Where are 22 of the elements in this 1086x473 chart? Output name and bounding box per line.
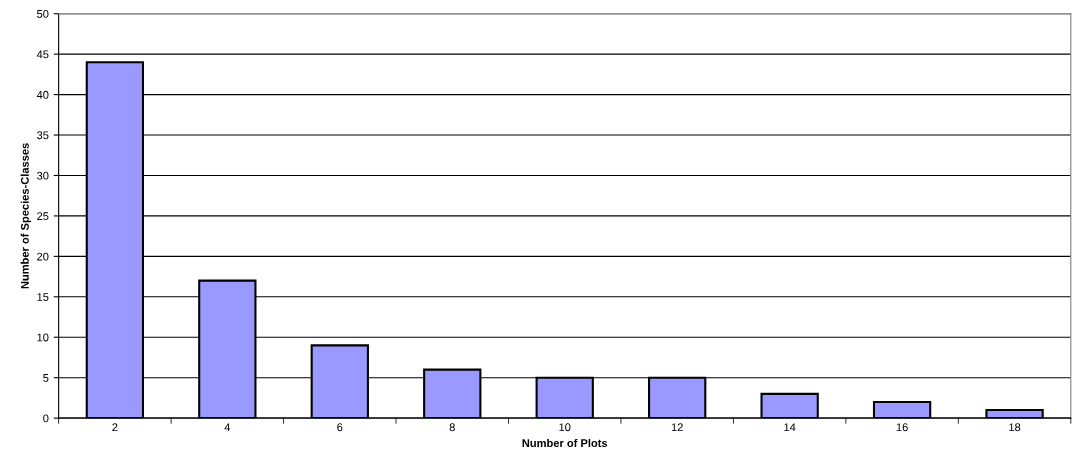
y-axis-title: Number of Species-Classes [20,143,32,289]
x-tick-label: 14 [784,423,796,432]
y-tick-label: 0 [43,414,49,423]
y-tick-label: 45 [36,50,49,59]
y-tick-label: 35 [36,131,49,140]
y-tick-label: 50 [37,9,49,18]
y-tick-label: 25 [37,212,49,221]
y-tick-label: 40 [36,90,49,99]
y-tick-label: 20 [37,252,49,261]
x-tick-label: 18 [1009,423,1021,432]
y-tick-label: 10 [37,333,49,342]
x-tick-label: 12 [671,423,683,432]
x-tick-label: 8 [449,423,455,432]
x-tick-label: 6 [337,423,343,432]
x-axis-title: Number of Plots [522,438,608,448]
x-tick-label: 10 [559,423,571,432]
y-tick-label: 30 [36,171,49,180]
x-tick-label: 4 [224,423,231,432]
x-tick-label: 16 [896,423,908,432]
x-tick-label: 2 [112,423,118,432]
y-tick-label: 15 [37,293,49,301]
y-tick-label: 5 [43,374,49,382]
